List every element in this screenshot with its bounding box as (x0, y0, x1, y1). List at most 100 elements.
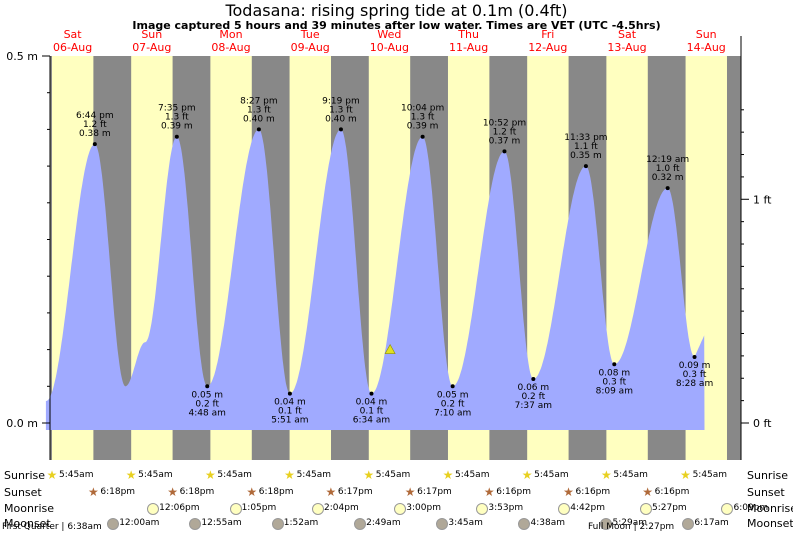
moonrise-moon-icon (147, 503, 160, 515)
sunrise-time: 5:45am (534, 470, 569, 480)
high-tide-label: 1.0 ft (656, 164, 680, 174)
high-tide-label: 0.40 m (243, 114, 275, 124)
sunset-star-icon: ★ (246, 485, 258, 499)
day-date: 06-Aug (53, 41, 92, 54)
low-tide-label: 0.04 m (356, 398, 388, 408)
day-name: Sat (618, 28, 637, 41)
row-label-sunrise: Sunrise (4, 469, 46, 482)
sunrise-time: 5:45am (375, 470, 411, 480)
low-tide-point (287, 391, 292, 396)
low-tide-label: 8:09 am (596, 386, 633, 396)
moonrise-moon-icon (476, 503, 489, 515)
moonset-time: 6:17am (694, 518, 729, 528)
day-date: 07-Aug (132, 41, 171, 54)
sunset-time: 6:18pm (179, 487, 215, 497)
moonrise-time: 3:00pm (406, 503, 441, 513)
day-date: 11-Aug (449, 41, 488, 54)
moonset-moon-icon (107, 518, 120, 530)
low-tide-label: 0.2 ft (521, 392, 545, 402)
tide-extreme-markers (92, 127, 697, 396)
chart-title: Todasana: rising spring tide at 0.1m (0.… (225, 1, 568, 20)
row-label-moonset: Moonset (747, 517, 793, 530)
low-tide-label: 0.04 m (274, 398, 306, 408)
high-tide-label: 8:27 pm (240, 96, 278, 106)
row-label-moonset: Moonset (4, 517, 51, 530)
low-tide-label: 0.3 ft (602, 377, 626, 387)
high-tide-label: 0.38 m (79, 129, 111, 139)
moonrise-time: 6:09pm (733, 503, 769, 513)
day-date: 14-Aug (687, 41, 726, 54)
sunrise-star-icon: ★ (125, 468, 137, 482)
day-labels: Sat06-AugSun07-AugMon08-AugTue09-AugWed1… (53, 28, 726, 54)
left-axis-tick-label: 0.5 m (6, 50, 38, 63)
moonset-moon-icon (436, 518, 449, 530)
high-tide-label: 1.1 ft (574, 142, 598, 152)
right-axis-tick-label: 0 ft (753, 417, 772, 430)
low-tide-point (612, 362, 617, 367)
low-tide-label: 0.2 ft (195, 399, 219, 409)
low-tide-label: 8:28 am (676, 379, 713, 389)
low-tide-label: 0.2 ft (441, 399, 465, 409)
moonrise-time: 12:06pm (159, 503, 200, 513)
low-tide-point (692, 354, 697, 359)
sunrise-time: 5:45am (138, 470, 173, 480)
high-tide-label: 1.3 ft (411, 113, 435, 123)
sunset-time: 6:16pm (496, 487, 531, 497)
sunrise-star-icon: ★ (680, 468, 691, 482)
right-axis-tick-label: 1 ft (753, 193, 772, 206)
low-tide-label: 4:48 am (189, 408, 226, 418)
sunset-time: 6:18pm (100, 487, 136, 497)
low-tide-label: 0.08 m (598, 368, 630, 378)
sunrise-time: 5:45am (613, 470, 648, 480)
moonset-moon-icon (354, 518, 367, 530)
high-tide-label: 0.35 m (570, 151, 602, 161)
moonrise-time: 2:04pm (324, 503, 359, 513)
day-name: Wed (377, 28, 401, 41)
moonset-moon-icon (682, 518, 695, 530)
moonset-moon-icon (189, 518, 202, 530)
sunrise-time: 5:45am (454, 470, 490, 480)
day-name: Sun (141, 28, 162, 41)
high-tide-label: 7:35 pm (158, 104, 196, 114)
high-tide-label: 1.3 ft (165, 113, 189, 123)
low-tide-label: 6:34 am (353, 416, 390, 426)
sunrise-time: 5:45am (58, 470, 94, 480)
high-tide-label: 10:52 pm (483, 118, 526, 128)
sunrise-star-icon: ★ (600, 468, 612, 482)
sunset-time: 6:17pm (417, 487, 452, 497)
day-name: Sat (64, 28, 83, 41)
day-date: 09-Aug (291, 41, 330, 54)
moonset-moon-icon (271, 518, 284, 530)
day-date: 13-Aug (607, 41, 646, 54)
sunset-time: 6:16pm (575, 487, 611, 497)
sunrise-time: 5:45am (692, 470, 728, 480)
moonset-time: 1:52am (283, 518, 319, 528)
low-tide-point (531, 376, 536, 381)
sunset-star-icon: ★ (325, 485, 337, 499)
row-label-moonrise: Moonrise (747, 502, 793, 515)
moonrise-moon-icon (721, 503, 734, 515)
moonset-time: 12:55am (201, 518, 242, 528)
moonset-time: 3:45am (448, 518, 483, 528)
high-tide-label: 11:33 pm (564, 133, 607, 143)
low-tide-label: 0.1 ft (360, 407, 384, 417)
low-tide-label: 0.05 m (437, 390, 469, 400)
moonrise-moon-icon (394, 503, 407, 515)
sunrise-time: 5:45am (217, 470, 252, 480)
low-tide-label: 0.06 m (517, 383, 549, 393)
sunset-star-icon: ★ (563, 485, 574, 499)
high-tide-label: 1.3 ft (329, 105, 353, 115)
high-tide-label: 1.3 ft (247, 105, 271, 115)
high-tide-label: 0.32 m (652, 173, 684, 183)
axes: 0.0 m 0.5 m 0 ft 1 ft (6, 36, 772, 460)
high-tide-point (174, 134, 179, 139)
tide-area (45, 129, 705, 430)
moonrise-time: 5:27pm (651, 503, 687, 513)
row-label-sunset: Sunset (747, 486, 785, 499)
chart-subtitle: Image captured 5 hours and 39 minutes af… (132, 19, 661, 32)
moonrise-time: 1:05pm (241, 503, 277, 513)
high-tide-point (338, 127, 343, 132)
tide-extreme-labels: 6:44 pm1.2 ft0.38 m7:35 pm1.3 ft0.39 m8:… (76, 96, 713, 425)
high-tide-point (502, 149, 507, 154)
row-label-moonrise: Moonrise (4, 502, 54, 515)
